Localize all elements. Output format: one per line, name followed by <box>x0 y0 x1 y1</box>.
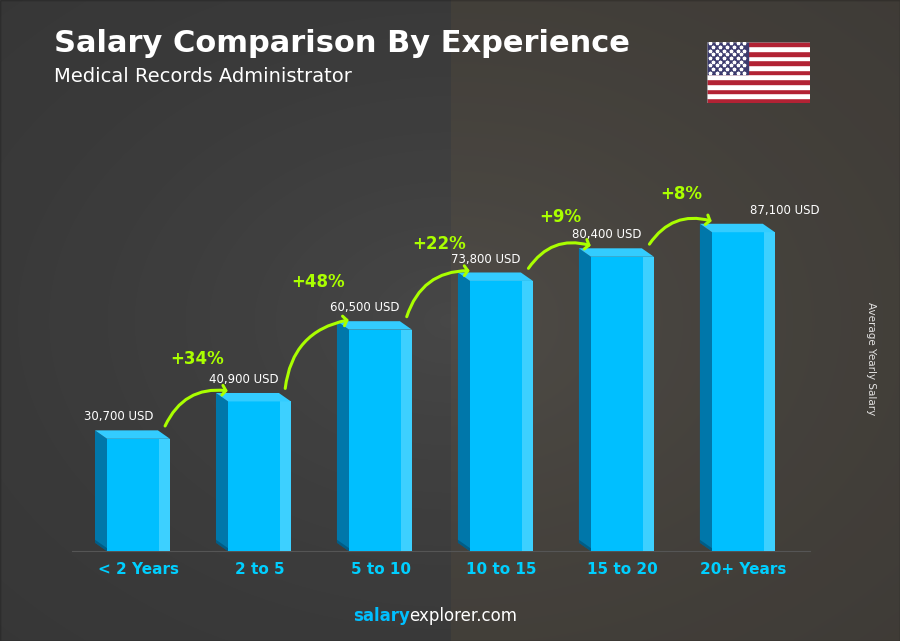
Bar <box>706 65 810 70</box>
Bar <box>763 232 775 551</box>
Bar <box>706 93 810 98</box>
Bar <box>706 70 810 74</box>
Polygon shape <box>700 540 712 551</box>
Text: Medical Records Administrator: Medical Records Administrator <box>54 67 352 87</box>
Polygon shape <box>579 248 591 551</box>
Polygon shape <box>216 393 291 401</box>
Text: +22%: +22% <box>412 235 466 253</box>
Bar <box>706 84 810 88</box>
Bar <box>470 281 533 551</box>
Polygon shape <box>95 540 107 551</box>
Bar <box>706 42 748 74</box>
Bar <box>158 439 170 551</box>
Text: Average Yearly Salary: Average Yearly Salary <box>866 303 877 415</box>
Polygon shape <box>216 393 228 551</box>
Polygon shape <box>95 430 170 439</box>
Polygon shape <box>95 430 107 551</box>
Polygon shape <box>337 321 412 329</box>
Bar <box>280 401 291 551</box>
Bar <box>706 56 810 60</box>
Text: +48%: +48% <box>292 273 345 291</box>
Text: 40,900 USD: 40,900 USD <box>209 373 278 386</box>
Bar <box>400 329 412 551</box>
Text: +9%: +9% <box>539 208 581 226</box>
Text: +34%: +34% <box>170 350 224 368</box>
Text: 60,500 USD: 60,500 USD <box>329 301 400 314</box>
Bar <box>706 51 810 56</box>
Text: 87,100 USD: 87,100 USD <box>750 204 819 217</box>
Bar <box>522 281 533 551</box>
Polygon shape <box>216 540 228 551</box>
Bar <box>591 257 654 551</box>
Bar <box>643 257 654 551</box>
Text: 30,700 USD: 30,700 USD <box>84 410 154 424</box>
Text: +8%: +8% <box>661 185 702 203</box>
Polygon shape <box>458 540 470 551</box>
Polygon shape <box>579 248 654 257</box>
Text: 73,800 USD: 73,800 USD <box>451 253 520 265</box>
Bar <box>706 46 810 51</box>
Text: salary: salary <box>353 607 410 625</box>
Bar <box>706 74 810 79</box>
Polygon shape <box>458 272 470 551</box>
Polygon shape <box>458 272 533 281</box>
Polygon shape <box>337 540 349 551</box>
Text: 80,400 USD: 80,400 USD <box>572 228 641 242</box>
Polygon shape <box>700 224 775 232</box>
Bar <box>706 98 810 103</box>
Bar <box>712 232 775 551</box>
Bar <box>228 401 291 551</box>
Text: explorer.com: explorer.com <box>410 607 518 625</box>
Polygon shape <box>700 224 712 551</box>
Bar <box>706 79 810 84</box>
Bar <box>107 439 170 551</box>
Bar <box>349 329 412 551</box>
Bar <box>706 88 810 93</box>
Polygon shape <box>579 540 591 551</box>
Polygon shape <box>337 321 349 551</box>
Bar <box>706 60 810 65</box>
Text: Salary Comparison By Experience: Salary Comparison By Experience <box>54 29 630 58</box>
Bar <box>706 42 810 46</box>
